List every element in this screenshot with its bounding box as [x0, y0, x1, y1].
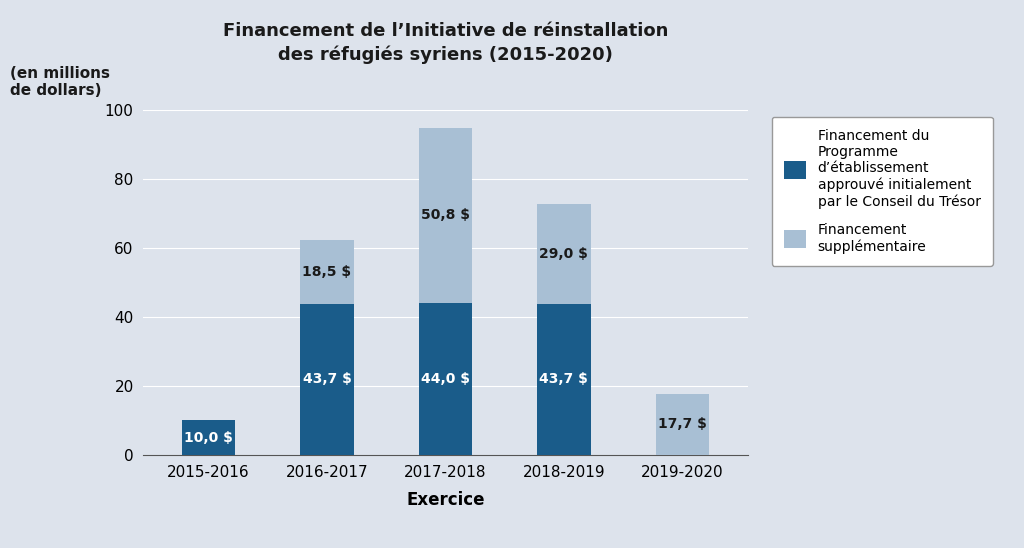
Bar	[419, 128, 472, 303]
Text: 10,0 $: 10,0 $	[184, 431, 232, 444]
Text: 17,7 $: 17,7 $	[658, 417, 707, 431]
Bar	[300, 240, 353, 304]
Text: Financement de l’Initiative de réinstallation
des réfugiés syriens (2015-2020): Financement de l’Initiative de réinstall…	[223, 22, 668, 64]
Bar	[538, 304, 591, 455]
Text: 29,0 $: 29,0 $	[540, 247, 589, 261]
Text: 43,7 $: 43,7 $	[540, 373, 589, 386]
Bar	[655, 393, 709, 455]
Text: 18,5 $: 18,5 $	[302, 265, 351, 279]
Text: (en millions
de dollars): (en millions de dollars)	[10, 66, 111, 98]
Text: 44,0 $: 44,0 $	[421, 372, 470, 386]
Bar	[538, 204, 591, 304]
Bar	[182, 420, 236, 455]
Text: 43,7 $: 43,7 $	[302, 373, 351, 386]
Legend: Financement du
Programme
d’établissement
approuvé initialement
par le Conseil du: Financement du Programme d’établissement…	[772, 117, 993, 266]
X-axis label: Exercice: Exercice	[407, 490, 484, 509]
Bar	[419, 303, 472, 455]
Text: 50,8 $: 50,8 $	[421, 208, 470, 222]
Bar	[300, 304, 353, 455]
